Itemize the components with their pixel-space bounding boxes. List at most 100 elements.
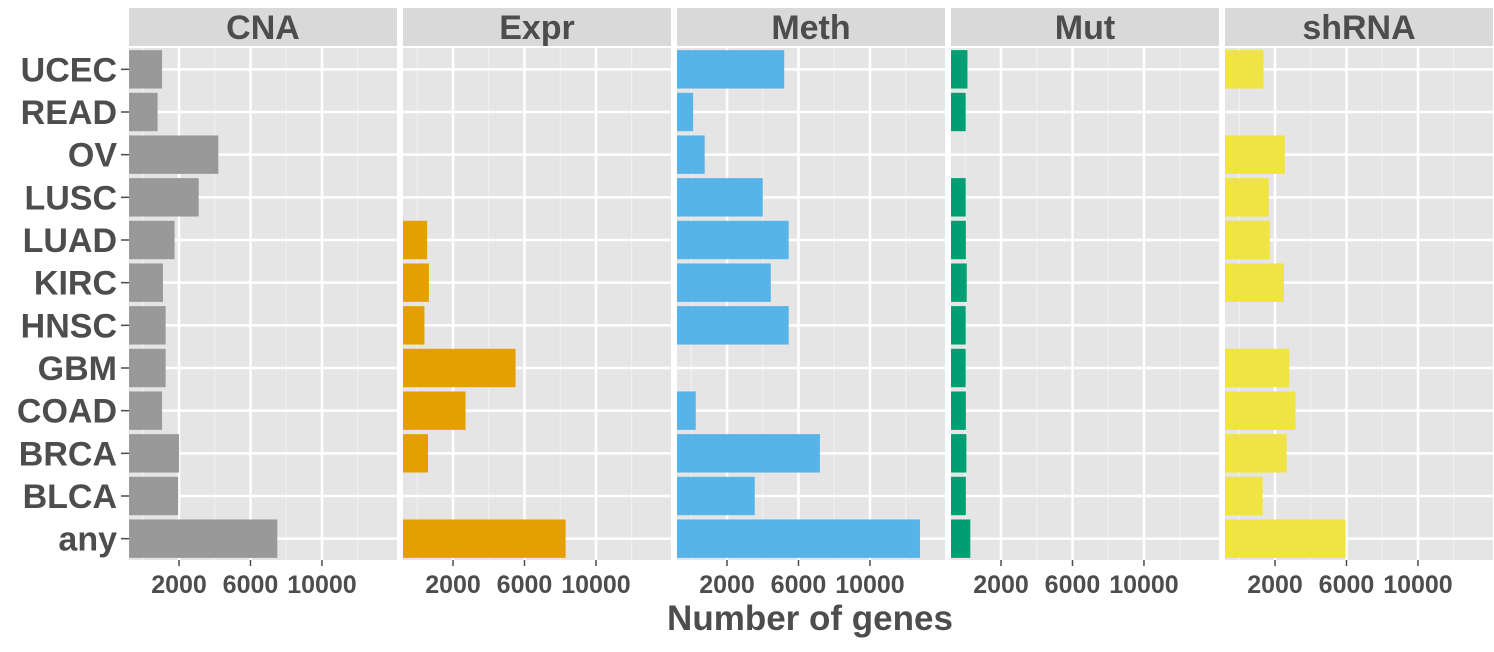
bar-expr-coad [403,391,466,430]
bar-shrna-any [1225,519,1346,558]
x-tick-label: 6000 [1319,571,1375,599]
x-tick-label: 6000 [771,571,827,599]
bar-cna-any [129,519,278,558]
x-tick-label: 6000 [497,571,553,599]
facet-strip-label: Expr [499,9,575,47]
x-tick-label: 2000 [699,571,755,599]
x-tick-label: 6000 [1045,571,1101,599]
bar-meth-ov [677,135,705,174]
facet-strip [403,8,671,46]
x-tick-label: 6000 [223,571,279,599]
bar-cna-gbm [129,348,166,388]
bar-cna-read [129,92,158,132]
y-category-label-luad: LUAD [23,222,117,260]
bar-mut-any [951,519,971,558]
bar-cna-coad [129,391,163,430]
bar-cna-luad [129,220,175,260]
x-tick-label: 2000 [1247,571,1303,599]
y-category-label-lusc: LUSC [24,179,117,217]
bar-meth-read [677,92,694,132]
bar-expr-hnsc [403,306,425,345]
bar-shrna-brca [1225,434,1287,473]
bar-shrna-luad [1225,220,1270,260]
bar-shrna-lusc [1225,178,1269,217]
bar-mut-read [951,92,966,132]
y-category-label-gbm: GBM [38,350,117,388]
panel-background [403,48,671,560]
bar-cna-blca [129,476,179,516]
facet-panel-meth: Meth 2000 6000 10000 [677,8,945,599]
facet-strip-label: Mut [1055,9,1115,47]
bar-meth-hnsc [677,306,789,345]
facet-panel-shrna: shRNA 2000 6000 10000 [1225,8,1493,599]
y-category-label-read: READ [21,94,117,132]
panel-background [951,48,1219,560]
bar-mut-luad [951,220,966,260]
bar-mut-brca [951,434,967,473]
bar-mut-kirc [951,263,967,302]
bar-expr-kirc [403,263,429,302]
bar-mut-hnsc [951,306,966,345]
y-category-label-kirc: KIRC [34,265,117,303]
bar-shrna-coad [1225,391,1296,430]
panel-background [129,48,397,560]
facet-strip [951,8,1219,46]
bar-shrna-ucec [1225,50,1264,89]
y-category-label-any: any [58,521,117,559]
facet-panel-mut: Mut 2000 6000 10000 [951,8,1219,599]
facet-strip [677,8,945,46]
bar-cna-hnsc [129,306,166,345]
facet-strip-label: shRNA [1302,9,1415,47]
x-tick-label: 2000 [425,571,481,599]
y-category-label-ov: OV [68,137,117,175]
bar-meth-lusc [677,178,763,217]
facet-panel-cna: CNA 2000 6000 10000 [129,8,397,599]
bar-meth-kirc [677,263,771,302]
bar-cna-brca [129,434,180,473]
y-category-label-coad: COAD [17,393,117,431]
bar-expr-gbm [403,348,516,388]
facet-strip-label: Meth [771,9,850,47]
x-tick-label: 10000 [835,571,905,599]
bar-mut-blca [951,476,966,516]
bar-shrna-kirc [1225,263,1284,302]
facet-panel-expr: Expr 2000 6000 10000 [403,8,671,599]
bar-cna-kirc [129,263,163,302]
bar-mut-lusc [951,178,966,217]
x-tick-label: 10000 [1383,571,1453,599]
bar-cna-ov [129,135,219,174]
bar-cna-ucec [129,50,163,89]
panel-background [1225,48,1493,560]
bar-meth-blca [677,476,755,516]
bar-cna-lusc [129,178,199,217]
panel-background [677,48,945,560]
bar-mut-coad [951,391,966,430]
x-tick-label: 10000 [561,571,631,599]
y-category-label-brca: BRCA [19,435,117,473]
bar-expr-luad [403,220,428,260]
bar-expr-any [403,519,566,558]
x-tick-label: 10000 [287,571,357,599]
bar-shrna-ov [1225,135,1285,174]
bar-shrna-blca [1225,476,1263,516]
y-category-label-hnsc: HNSC [21,307,117,345]
bar-meth-ucec [677,50,785,89]
x-axis-title: Number of genes [667,599,953,638]
facet-strip [1225,8,1493,46]
x-tick-label: 10000 [1109,571,1179,599]
bar-mut-gbm [951,348,966,388]
bar-meth-luad [677,220,789,260]
y-category-label-ucec: UCEC [21,51,117,89]
bar-meth-coad [677,391,696,430]
x-tick-label: 2000 [973,571,1029,599]
bar-mut-ucec [951,50,968,89]
facet-strip-label: CNA [226,9,300,47]
y-category-label-blca: BLCA [23,478,117,516]
bar-meth-brca [677,434,820,473]
facet-strip [129,8,397,46]
bar-expr-brca [403,434,429,473]
bar-shrna-gbm [1225,348,1290,388]
bar-meth-any [677,519,920,558]
